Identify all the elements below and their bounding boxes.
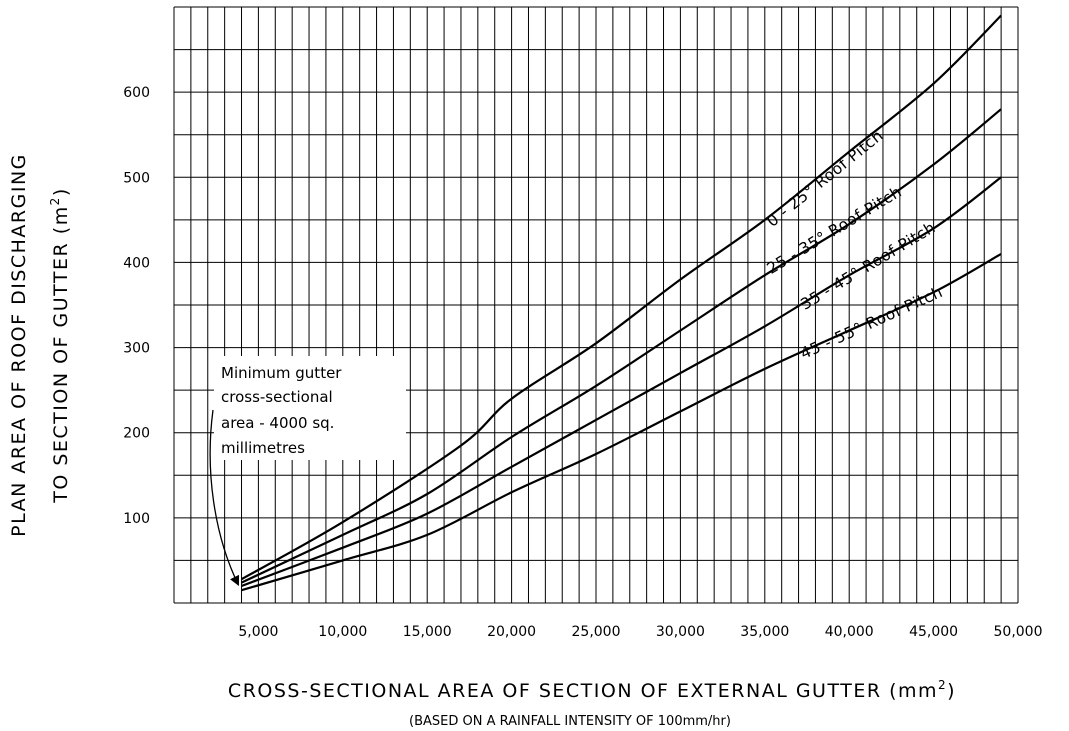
series-line — [241, 176, 1002, 588]
x-axis-title-sup: 2 — [938, 678, 947, 692]
annotation-line-3: area - 4000 sq. — [221, 414, 334, 432]
series-lines — [240, 14, 1002, 592]
annotation-line-2: cross-sectional — [221, 388, 333, 406]
x-axis-title-end: ) — [947, 680, 956, 702]
x-tick-label: 35,000 — [740, 624, 789, 640]
y-tick-label: 200 — [123, 426, 150, 442]
series-line — [240, 14, 1002, 581]
y-axis-title: PLAN AREA OF ROOF DISCHARGING TO SECTION… — [8, 153, 72, 537]
tick-labels: 5,000 10,000 15,000 20,000 25,000 30,000 35,00… — [123, 85, 1042, 640]
x-tick-label: 25,000 — [572, 624, 621, 640]
annotation-line-1: Minimum gutter — [221, 364, 342, 382]
series-line — [241, 108, 1002, 584]
y-tick-label: 400 — [123, 255, 150, 271]
x-tick-label: 10,000 — [318, 624, 367, 640]
x-tick-label: 45,000 — [909, 624, 958, 640]
y-tick-label: 500 — [123, 170, 150, 186]
min-area-annotation: Minimum gutter cross-sectional area - 40… — [209, 356, 406, 586]
x-tick-label: 15,000 — [403, 624, 452, 640]
x-axis-title: CROSS-SECTIONAL AREA OF SECTION OF EXTER… — [228, 678, 956, 729]
x-tick-label: 30,000 — [656, 624, 705, 640]
x-tick-label: 40,000 — [825, 624, 874, 640]
annotation-line-4: millimetres — [221, 439, 305, 457]
x-tick-label: 5,000 — [238, 624, 278, 640]
y-axis-title-sup: 2 — [48, 196, 62, 205]
x-axis-title-text: CROSS-SECTIONAL AREA OF SECTION OF EXTER… — [228, 680, 938, 702]
y-tick-label: 600 — [123, 85, 150, 101]
y-tick-label: 100 — [123, 511, 150, 527]
annotation-arrow — [209, 409, 240, 586]
x-tick-label: 20,000 — [487, 624, 536, 640]
annotation-background — [214, 356, 406, 460]
grid — [173, 6, 1019, 604]
series-line — [241, 252, 1002, 592]
x-tick-label: 50,000 — [994, 624, 1043, 640]
y-tick-label: 300 — [123, 341, 150, 357]
y-axis-title-end: ) — [50, 187, 72, 196]
y-axis-title-line-2: TO SECTION OF GUTTER (m2) — [48, 187, 72, 504]
x-axis-subtitle: (BASED ON A RAINFALL INTENSITY OF 100mm/… — [409, 714, 731, 729]
y-axis-title-line-1: PLAN AREA OF ROOF DISCHARGING — [8, 153, 30, 537]
x-axis-title-main: CROSS-SECTIONAL AREA OF SECTION OF EXTER… — [228, 678, 956, 702]
y-axis-title-line-2-text: TO SECTION OF GUTTER (m — [50, 205, 72, 503]
